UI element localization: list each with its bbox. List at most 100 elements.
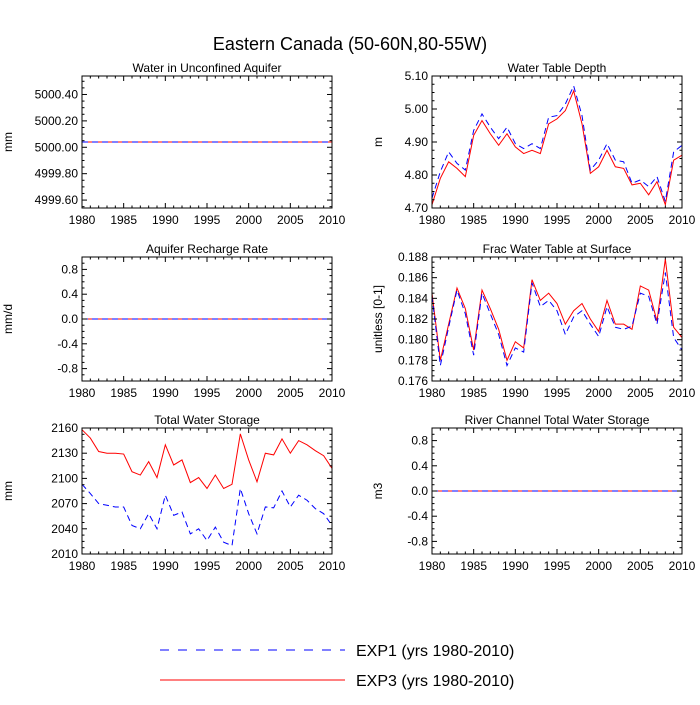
legend-label-exp1: EXP1 (yrs 1980-2010) [356,643,514,660]
x-tick-label: 2005 [277,386,304,400]
x-tick-label: 1995 [544,386,571,400]
x-tick-label: 1985 [110,386,137,400]
x-tick-label: 2005 [277,213,304,227]
y-tick-label: 0.0 [411,484,428,498]
y-tick-label: 5000.00 [35,140,79,154]
x-tick-label: 1980 [419,559,446,573]
series-line-exp3 [82,429,332,490]
figure-title: Eastern Canada (50-60N,80-55W) [213,34,487,54]
y-tick-label: 0.184 [398,291,428,305]
x-tick-label: 1990 [152,386,179,400]
y-axis-label: mm/d [1,304,15,334]
panel-4: Frac Water Table at Surface 1980 1985 1990 1… [371,242,696,400]
series-line-exp1 [432,272,682,367]
x-tick-label: 2000 [585,559,612,573]
series-line-exp1 [82,483,332,547]
x-tick-label: 1985 [460,559,487,573]
x-tick-label: 1980 [419,386,446,400]
series-group [432,84,682,207]
y-tick-label: 0.4 [61,287,78,301]
x-tick-label: 2000 [235,559,262,573]
panel-title: River Channel Total Water Storage [465,413,650,427]
x-tick-label: 2010 [669,213,696,227]
y-axis-label: unitless [0-1] [371,285,385,353]
y-tick-label: 0.180 [398,333,428,347]
y-tick-label: 0.0 [61,312,78,326]
x-tick-label: 1990 [502,559,529,573]
x-tick-label: 2010 [319,386,346,400]
x-tick-label: 2000 [585,386,612,400]
x-tick-label: 1995 [194,213,221,227]
plot-frame [431,256,683,382]
y-tick-label: -0.8 [57,362,78,376]
panel-1: Water in Unconfined Aquifer 1980 1985 1990 1… [1,61,346,227]
y-axis-label: m [371,137,385,147]
x-tick-label: 2005 [627,386,654,400]
y-tick-label: -0.8 [407,534,428,548]
series-line-exp3 [432,259,682,362]
x-tick-label: 1980 [69,386,96,400]
y-tick-label: 5000.20 [35,114,79,128]
x-tick-label: 1980 [419,213,446,227]
y-tick-label: 0.186 [398,271,428,285]
y-tick-label: 0.4 [411,459,428,473]
y-axis-label: m3 [371,482,385,499]
y-tick-label: 0.176 [398,374,428,388]
x-tick-label: 2005 [627,213,654,227]
y-tick-label: -0.4 [407,509,428,523]
panel-title: Water Table Depth [508,61,607,75]
x-tick-label: 1990 [152,213,179,227]
x-tick-label: 1985 [460,213,487,227]
x-tick-label: 1985 [110,213,137,227]
x-tick-label: 1980 [69,559,96,573]
x-tick-label: 2000 [235,386,262,400]
y-tick-label: 5.00 [405,102,429,116]
panel-2: Water Table Depth 1980 1985 1990 1995 2000 200… [371,61,696,227]
x-tick-label: 1985 [110,559,137,573]
y-tick-label: 2040 [51,522,78,536]
legend: EXP1 (yrs 1980-2010) EXP3 (yrs 1980-2010… [160,643,514,690]
x-tick-label: 1990 [152,559,179,573]
series-line-exp3 [432,89,682,207]
x-tick-label: 1995 [544,559,571,573]
x-tick-label: 2010 [319,559,346,573]
y-tick-label: 0.8 [61,262,78,276]
x-tick-label: 1995 [194,386,221,400]
y-tick-label: 0.8 [411,434,428,448]
series-line-exp1 [432,84,682,202]
legend-label-exp3: EXP3 (yrs 1980-2010) [356,673,514,690]
panel-6: River Channel Total Water Storage 1980 198… [371,413,696,573]
x-tick-label: 1980 [69,213,96,227]
y-tick-label: 2130 [51,446,78,460]
y-tick-label: 4.90 [405,135,429,149]
y-tick-label: 4999.60 [35,193,79,207]
x-tick-label: 2010 [319,213,346,227]
y-tick-label: 0.188 [398,250,428,264]
x-tick-label: 2010 [669,386,696,400]
y-axis-label: mm [1,132,15,152]
y-tick-label: 2100 [51,471,78,485]
y-tick-label: 0.178 [398,353,428,367]
x-tick-label: 2010 [669,559,696,573]
x-tick-label: 1995 [544,213,571,227]
y-tick-label: 0.182 [398,312,428,326]
panel-title: Frac Water Table at Surface [483,242,632,256]
x-tick-label: 1985 [460,386,487,400]
y-tick-label: 4.80 [405,168,429,182]
y-tick-label: 4999.80 [35,167,79,181]
y-tick-label: -0.4 [57,337,78,351]
x-tick-label: 2005 [277,559,304,573]
x-tick-label: 2000 [235,213,262,227]
x-tick-label: 1990 [502,213,529,227]
y-tick-label: 5.10 [405,69,429,83]
x-tick-label: 1990 [502,386,529,400]
panel-title: Water in Unconfined Aquifer [133,61,282,75]
panel-3: Aquifer Recharge Rate 1980 1985 1990 1995 200… [1,242,346,400]
x-tick-label: 2005 [627,559,654,573]
series-group [432,259,682,367]
y-tick-label: 2160 [51,421,78,435]
panel-title: Total Water Storage [154,413,260,427]
series-group [82,429,332,547]
